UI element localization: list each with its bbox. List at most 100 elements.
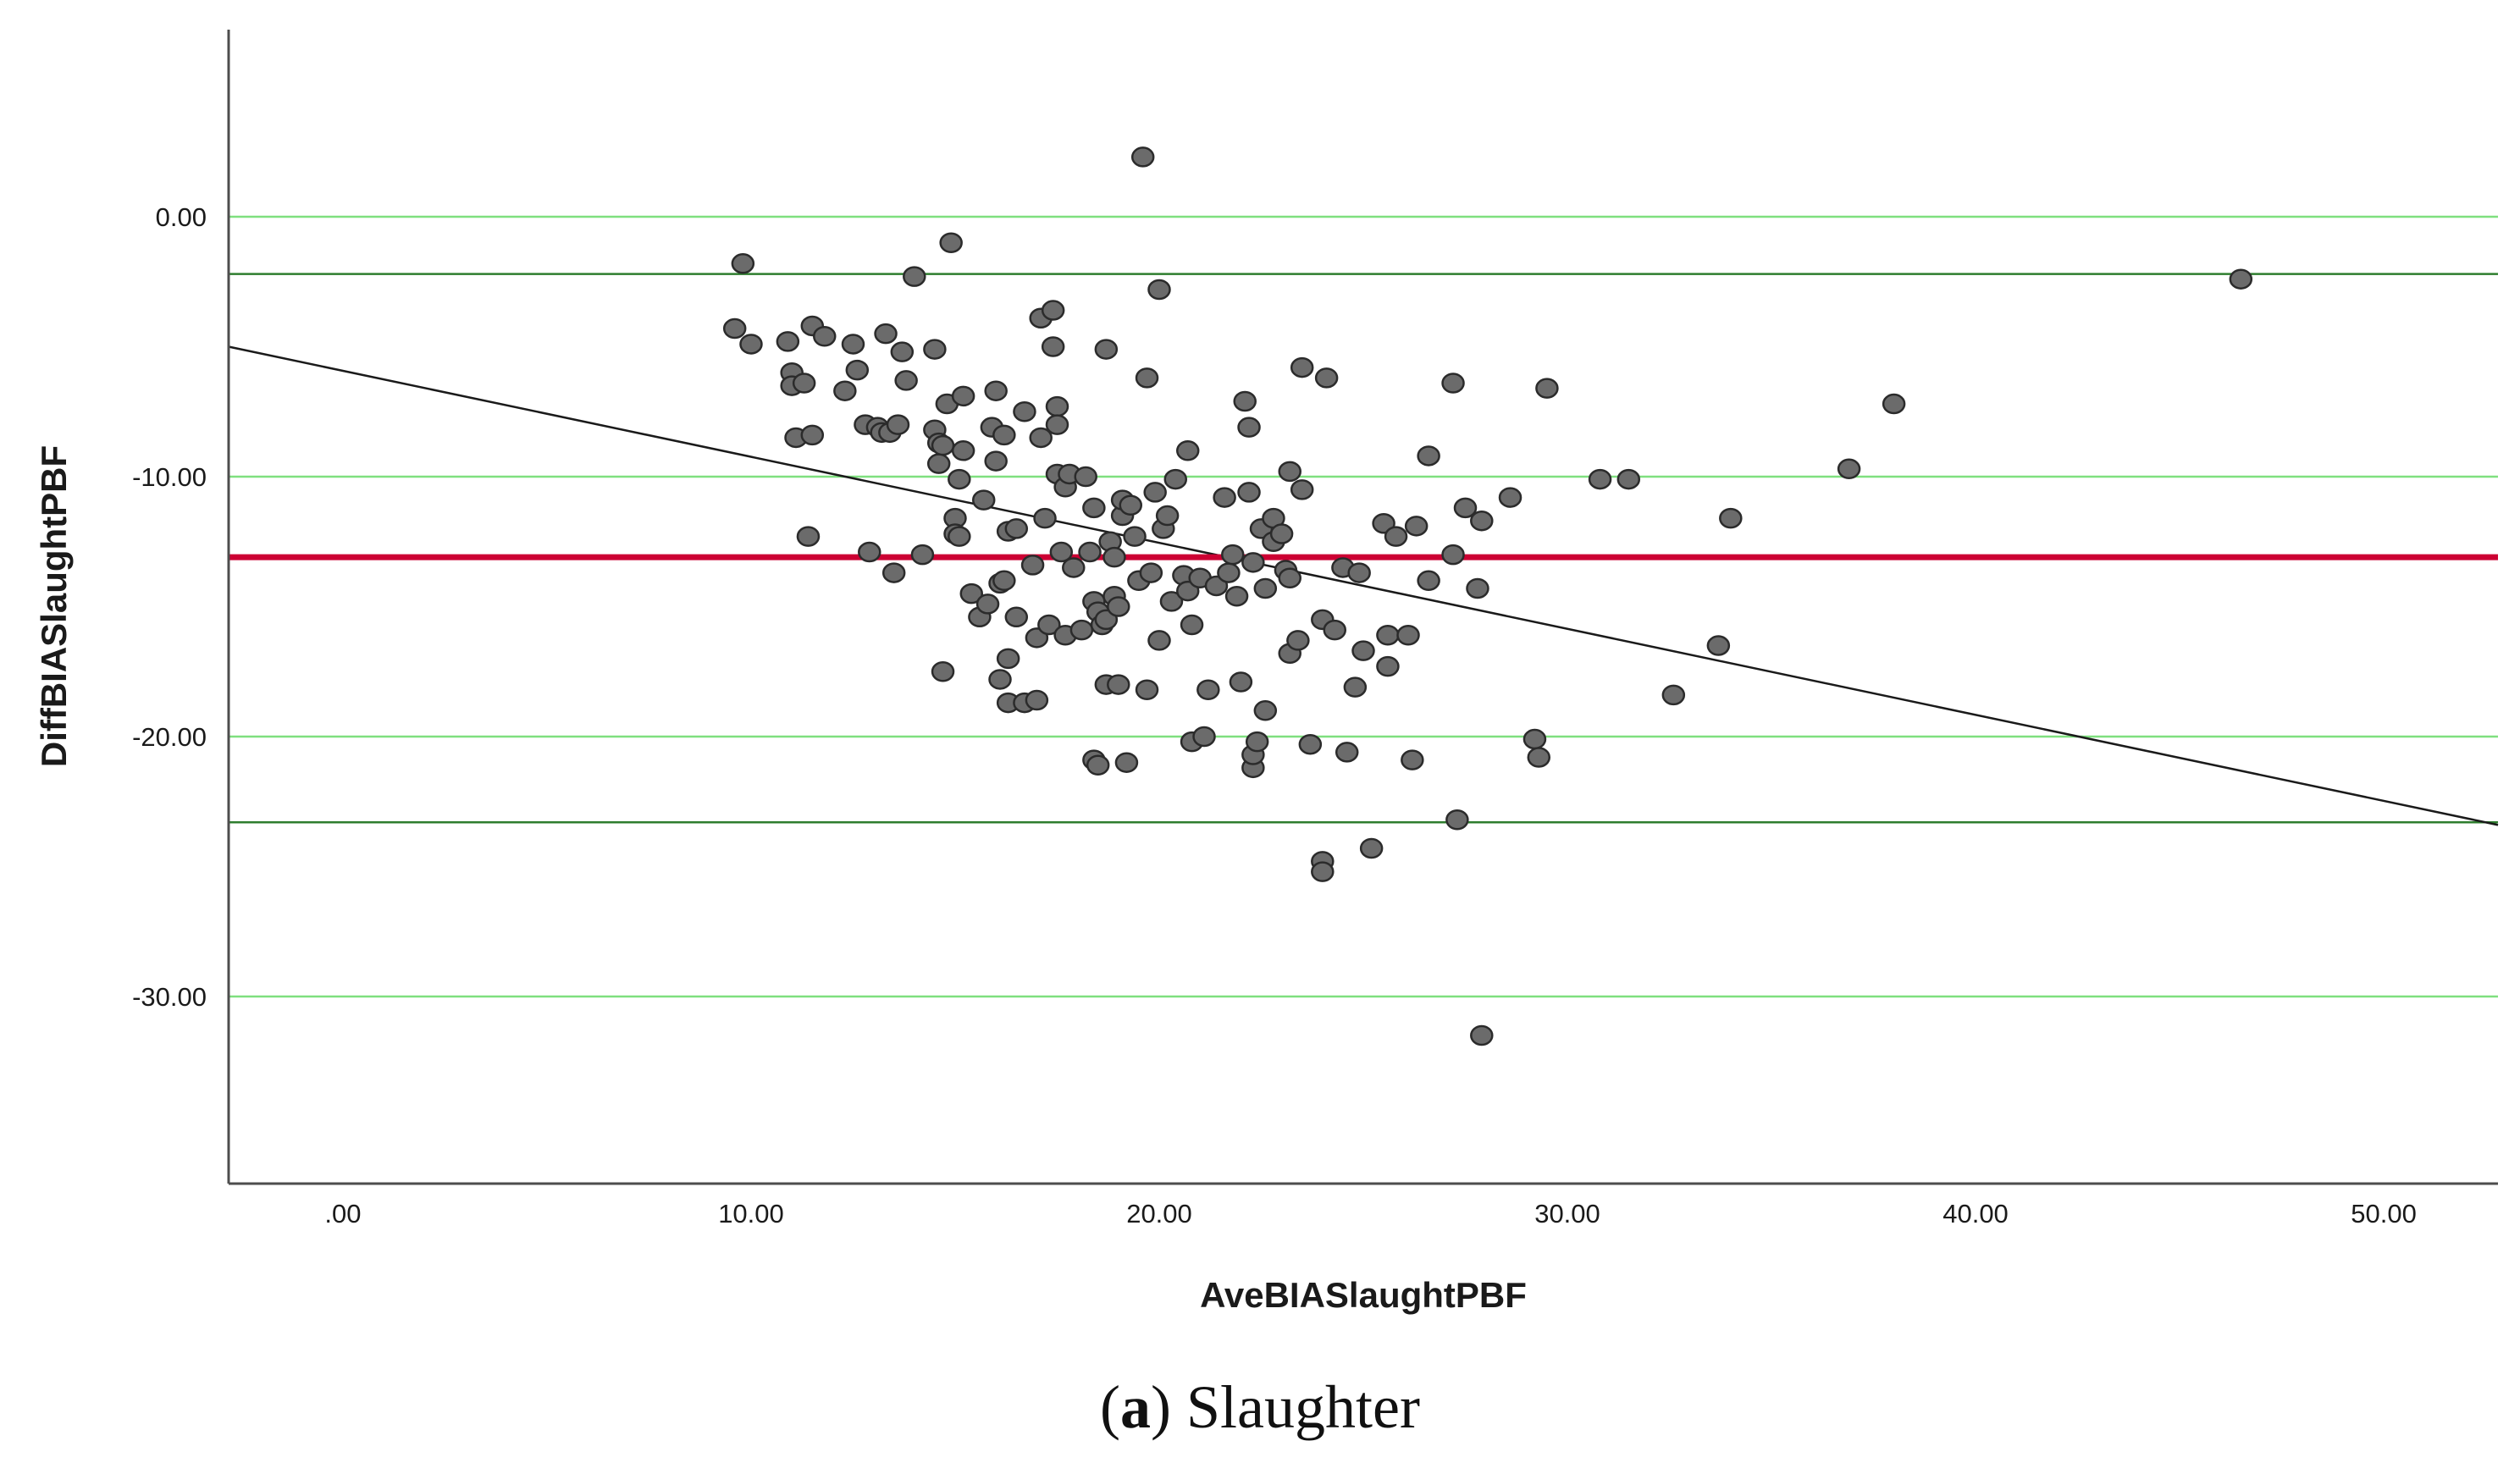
data-point-133: [1253, 700, 1278, 721]
data-point-95: [1114, 752, 1139, 773]
data-point-173: [1522, 728, 1547, 750]
data-point-142: [1290, 479, 1314, 500]
data-point-105: [1147, 630, 1171, 651]
data-point-31: [931, 660, 955, 682]
data-point-122: [1224, 585, 1249, 607]
data-point-1: [731, 253, 755, 274]
data-point-179: [1706, 635, 1731, 656]
data-point-112: [1175, 580, 1200, 602]
data-point-164: [1417, 570, 1440, 592]
data-point-27: [923, 339, 947, 360]
y-tick-labels: 0.00 -10.00 -20.00 -30.00: [132, 202, 207, 1012]
data-point-119: [1213, 487, 1236, 508]
data-point-91: [1107, 596, 1130, 617]
data-point-60: [1025, 627, 1049, 649]
data-point-177: [1616, 468, 1641, 490]
data-point-152: [1343, 676, 1368, 698]
data-points: [722, 146, 2253, 1046]
data-point-103: [1143, 482, 1167, 503]
data-point-130: [1245, 731, 1269, 753]
data-point-99: [1130, 146, 1155, 168]
data-point-37: [948, 526, 971, 547]
data-point-32: [931, 434, 955, 456]
data-point-107: [1155, 505, 1180, 527]
data-point-47: [984, 450, 1008, 472]
x-tick-label-3: 30.00: [1534, 1199, 1600, 1228]
x-tick-label-0: .00: [324, 1199, 361, 1228]
reference-lines: [228, 273, 2499, 826]
data-point-156: [1372, 513, 1395, 534]
data-point-163: [1417, 445, 1440, 467]
y-axis-title: DiffBIASlaughtPBF: [34, 445, 74, 767]
data-point-16: [858, 541, 881, 563]
data-point-96: [1119, 494, 1143, 516]
x-axis-title: AveBIASlaughtPBF: [1200, 1275, 1527, 1315]
data-point-23: [890, 341, 915, 362]
data-point-65: [1037, 614, 1061, 636]
data-point-167: [1445, 809, 1469, 831]
data-point-7: [792, 373, 816, 394]
data-point-40: [951, 385, 975, 407]
data-point-24: [894, 370, 918, 391]
data-point-56: [1004, 606, 1029, 628]
data-point-38: [948, 468, 971, 490]
data-point-41: [959, 582, 984, 605]
axes: [227, 30, 2498, 1185]
data-point-126: [1237, 482, 1261, 503]
data-point-111: [1175, 440, 1200, 461]
data-point-148: [1314, 367, 1339, 389]
data-point-118: [1204, 575, 1229, 597]
data-point-140: [1278, 461, 1301, 483]
data-point-108: [1159, 591, 1184, 612]
data-point-39: [951, 440, 975, 461]
x-tick-label-4: 40.00: [1942, 1199, 2009, 1228]
data-point-49: [988, 669, 1012, 690]
data-point-67: [1041, 300, 1065, 321]
data-point-123: [1229, 671, 1253, 693]
data-point-151: [1335, 742, 1359, 763]
data-point-165: [1441, 544, 1465, 566]
data-point-178: [1661, 684, 1686, 706]
regression-line: [228, 345, 2499, 826]
data-point-170: [1470, 510, 1494, 532]
data-point-66: [1041, 336, 1065, 357]
data-point-3: [776, 331, 800, 352]
data-point-62: [1029, 427, 1053, 449]
data-point-0: [722, 317, 747, 340]
data-point-68: [1045, 395, 1069, 417]
data-point-161: [1401, 749, 1424, 770]
data-point-57: [1013, 401, 1036, 422]
data-point-154: [1351, 640, 1375, 661]
data-point-30: [926, 453, 951, 474]
gridlines: [229, 215, 2498, 998]
data-point-76: [1069, 619, 1094, 641]
data-point-171: [1470, 1024, 1494, 1046]
data-point-78: [1078, 541, 1102, 563]
data-point-43: [971, 489, 996, 511]
data-point-183: [2229, 268, 2253, 290]
data-point-174: [1527, 747, 1551, 768]
data-point-81: [1082, 497, 1106, 519]
data-point-44: [975, 593, 1000, 615]
y-tick-label-1: -10.00: [132, 462, 207, 492]
data-point-141: [1286, 630, 1310, 651]
data-point-21: [881, 562, 906, 583]
data-point-147: [1311, 861, 1335, 882]
data-point-8: [796, 526, 821, 547]
data-point-121: [1221, 544, 1245, 566]
data-point-59: [1020, 555, 1045, 576]
data-point-12: [833, 380, 857, 401]
data-point-162: [1404, 516, 1429, 537]
y-tick-label-0: 0.00: [156, 202, 207, 232]
data-point-136: [1269, 523, 1294, 544]
data-point-181: [1837, 458, 1861, 480]
data-point-158: [1376, 625, 1400, 646]
data-point-127: [1241, 552, 1265, 573]
caption-label: a: [1120, 1373, 1151, 1441]
data-point-64: [1033, 507, 1057, 529]
data-point-155: [1359, 837, 1384, 859]
data-point-19: [874, 323, 898, 345]
data-point-120: [1217, 562, 1241, 583]
x-tick-label-2: 20.00: [1126, 1199, 1192, 1228]
